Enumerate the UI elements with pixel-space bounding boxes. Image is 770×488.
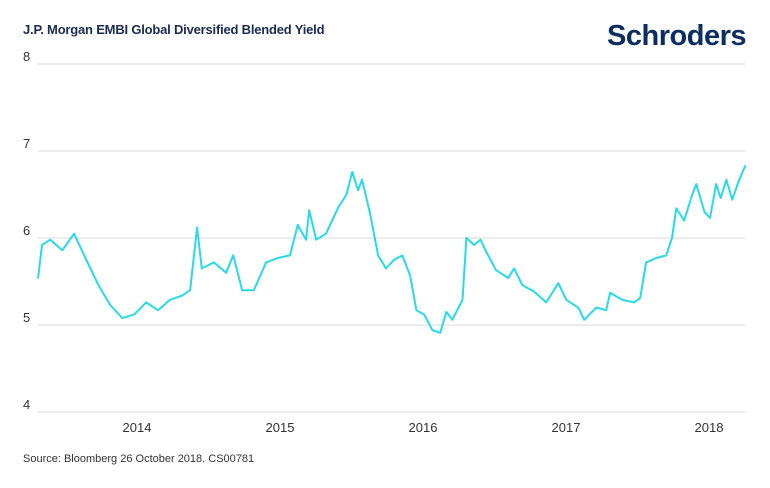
data-point [495, 269, 497, 271]
data-point [181, 294, 184, 297]
data-point [351, 171, 354, 173]
data-point [583, 318, 586, 321]
data-point [423, 313, 425, 316]
data-point [665, 254, 667, 257]
y-tick-label: 5 [23, 310, 30, 325]
data-point [277, 257, 279, 259]
data-point [297, 224, 299, 226]
data-point [253, 289, 255, 292]
data-point [361, 178, 363, 181]
data-point [633, 301, 635, 304]
data-point [73, 232, 75, 235]
data-point [189, 289, 191, 292]
data-point [513, 267, 515, 270]
data-point [377, 254, 379, 257]
data-point [473, 244, 475, 246]
data-point [308, 209, 310, 211]
data-point [695, 183, 698, 185]
x-tick-label: 2015 [266, 420, 295, 435]
data-point [725, 178, 728, 181]
y-tick-label: 7 [23, 136, 30, 151]
data-point [232, 254, 234, 257]
data-point [157, 309, 159, 312]
data-point [169, 298, 171, 301]
data-point [393, 258, 395, 261]
data-point [557, 282, 560, 285]
data-point [485, 251, 488, 253]
data-point [196, 226, 198, 229]
data-point [737, 181, 739, 184]
data-point [49, 238, 52, 241]
data-point [595, 306, 598, 309]
data-point [121, 317, 124, 319]
data-point [683, 219, 685, 222]
data-point [241, 289, 243, 292]
data-point [577, 306, 580, 309]
chart-title: J.P. Morgan EMBI Global Diversified Blen… [23, 22, 325, 37]
data-point [385, 267, 387, 270]
data-point [315, 238, 318, 241]
data-point [609, 292, 611, 294]
data-point [357, 189, 359, 191]
data-point [671, 237, 673, 239]
x-tick-label: 2014 [123, 420, 152, 435]
data-point [507, 277, 510, 279]
data-point [265, 261, 267, 264]
data-point [565, 298, 567, 301]
data-point [621, 298, 624, 301]
data-point [445, 311, 448, 313]
data-point [744, 164, 747, 167]
data-point [325, 232, 327, 235]
data-point [85, 258, 88, 261]
y-tick-label: 4 [23, 397, 30, 412]
data-point [305, 238, 307, 241]
data-point [439, 332, 441, 334]
data-point [61, 249, 64, 251]
data-point [37, 277, 39, 279]
data-point [213, 261, 215, 264]
data-point [675, 207, 678, 210]
data-point [109, 304, 111, 306]
data-point [521, 284, 524, 286]
data-point [691, 193, 694, 196]
x-tick-label: 2018 [695, 420, 724, 435]
data-point [479, 238, 482, 241]
data-point [145, 301, 148, 304]
data-point [545, 301, 548, 304]
data-point [409, 274, 411, 277]
data-point [337, 206, 339, 209]
data-point [401, 254, 404, 257]
data-point [461, 298, 464, 301]
data-point [201, 267, 203, 270]
y-tick-label: 6 [23, 223, 30, 238]
x-tick-label: 2017 [552, 420, 581, 435]
data-point [719, 197, 722, 199]
data-point [289, 254, 291, 257]
data-point [533, 291, 536, 293]
data-point [731, 198, 734, 201]
yield-series-line [37, 165, 747, 334]
y-tick-label: 8 [23, 49, 30, 64]
data-point [41, 244, 43, 246]
source-note: Source: Bloomberg 26 October 2018. CS007… [23, 453, 255, 465]
data-point [655, 257, 658, 259]
data-point [451, 318, 454, 321]
data-point [639, 297, 642, 299]
data-point [415, 309, 418, 312]
data-point [465, 237, 468, 239]
data-point [369, 213, 372, 216]
data-point [645, 261, 647, 264]
data-point [345, 193, 348, 196]
data-point [715, 183, 718, 185]
x-tick-label: 2016 [409, 420, 438, 435]
schroders-logo: Schroders [607, 20, 746, 52]
data-point [709, 217, 711, 219]
data-point [605, 309, 607, 312]
data-point [431, 329, 434, 332]
data-point [225, 272, 227, 274]
data-point [703, 211, 706, 213]
data-point [133, 313, 135, 316]
data-point [97, 284, 100, 286]
